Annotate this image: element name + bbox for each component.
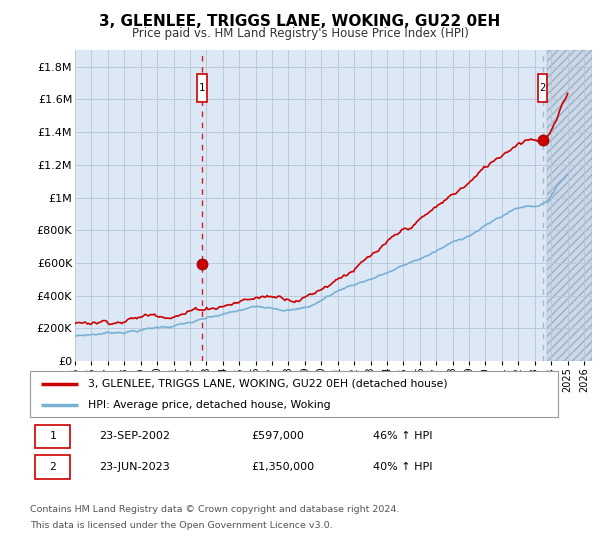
Text: 2: 2 (49, 462, 56, 472)
Text: 1: 1 (199, 83, 205, 93)
FancyBboxPatch shape (35, 455, 70, 479)
Text: 3, GLENLEE, TRIGGS LANE, WOKING, GU22 0EH: 3, GLENLEE, TRIGGS LANE, WOKING, GU22 0E… (100, 14, 500, 29)
FancyBboxPatch shape (538, 74, 547, 102)
Text: £1,350,000: £1,350,000 (252, 462, 315, 472)
Text: 1: 1 (49, 431, 56, 441)
Text: 23-JUN-2023: 23-JUN-2023 (98, 462, 169, 472)
Text: 46% ↑ HPI: 46% ↑ HPI (373, 431, 433, 441)
Bar (547, 50, 592, 361)
Text: Contains HM Land Registry data © Crown copyright and database right 2024.: Contains HM Land Registry data © Crown c… (30, 505, 400, 514)
FancyBboxPatch shape (35, 424, 70, 448)
Text: £597,000: £597,000 (252, 431, 305, 441)
Text: 40% ↑ HPI: 40% ↑ HPI (373, 462, 433, 472)
Text: 2: 2 (539, 83, 546, 93)
Text: This data is licensed under the Open Government Licence v3.0.: This data is licensed under the Open Gov… (30, 521, 332, 530)
Text: HPI: Average price, detached house, Woking: HPI: Average price, detached house, Woki… (88, 400, 331, 410)
FancyBboxPatch shape (30, 371, 558, 417)
FancyBboxPatch shape (197, 74, 206, 102)
Text: 3, GLENLEE, TRIGGS LANE, WOKING, GU22 0EH (detached house): 3, GLENLEE, TRIGGS LANE, WOKING, GU22 0E… (88, 379, 448, 389)
Text: 23-SEP-2002: 23-SEP-2002 (98, 431, 170, 441)
Bar (547, 50, 592, 361)
Text: Price paid vs. HM Land Registry's House Price Index (HPI): Price paid vs. HM Land Registry's House … (131, 27, 469, 40)
